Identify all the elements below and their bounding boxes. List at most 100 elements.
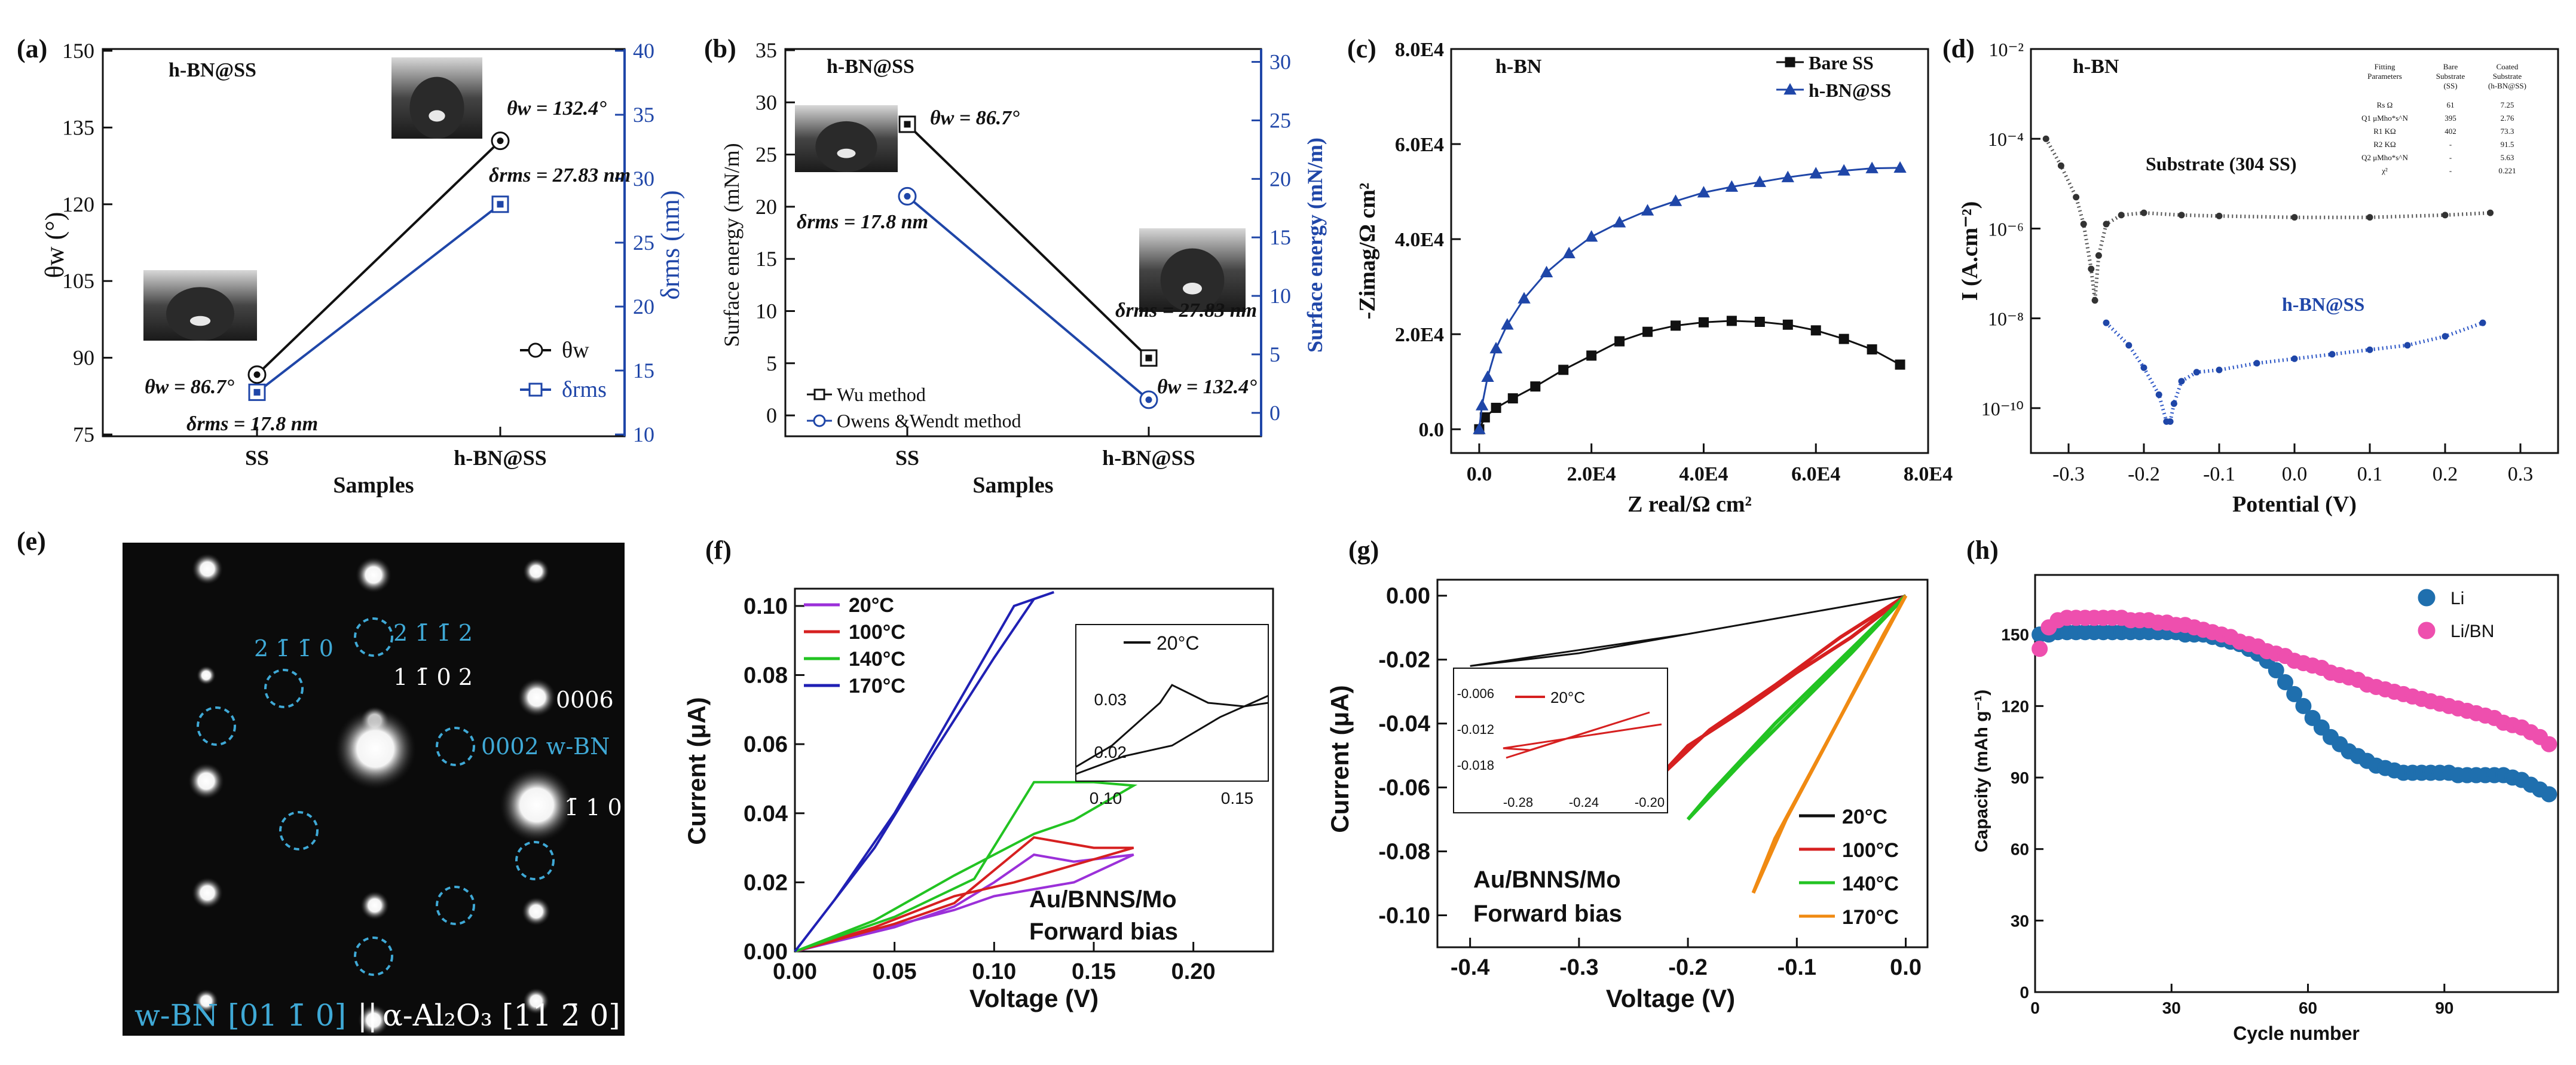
data-point-substrate <box>2080 221 2087 228</box>
diffraction-spot <box>358 1005 389 1036</box>
x-tick-label: -0.2 <box>1668 955 1707 980</box>
x-tick-label: 0.0 <box>1890 955 1922 980</box>
data-point-hbn <box>2155 391 2162 398</box>
data-point-substrate <box>2487 209 2494 216</box>
table-cell: Q2 μMho*s^N <box>2361 153 2408 162</box>
data-point-hbn <box>1475 399 1489 411</box>
inset-series-line <box>1075 694 1269 775</box>
data-point-substrate <box>2103 221 2110 228</box>
x-tick-label: -0.4 <box>1451 955 1489 980</box>
diffraction-spot <box>523 988 549 1014</box>
dashed-spot-ring <box>279 811 319 850</box>
legend-marker-hbn <box>1783 82 1797 95</box>
inset-legend-label: 20°C <box>1550 688 1585 706</box>
x-axis-label: Voltage (V) <box>969 984 1099 1012</box>
data-point-theta-center <box>497 137 504 145</box>
table-header: Fitting <box>2375 62 2396 71</box>
droplet-hbn <box>391 57 482 139</box>
panel-b: (b) h-BN@SS 0 5 10 15 20 25 30 35 0 5 10 15 20 25 30 SS h-… <box>704 34 1327 498</box>
data-point-hbn <box>1837 164 1850 176</box>
inner-title: h-BN <box>1495 56 1542 78</box>
table-cell: - <box>2449 140 2452 149</box>
droplet-shape <box>1160 248 1225 312</box>
data-point-hbn <box>1585 230 1598 242</box>
series-line-4 <box>794 590 1054 953</box>
inset-f: 20°C 0.03 0.02 0.10 0.15 <box>1075 624 1269 807</box>
data-point-hbn <box>1865 161 1879 173</box>
y-tick-label: 35 <box>755 38 777 62</box>
table-header: (SS) <box>2443 81 2457 90</box>
y2-tick-label: 10 <box>1269 284 1291 308</box>
table-header: Coated <box>2497 62 2519 71</box>
panel-label: (e) <box>17 527 46 556</box>
data-point-bare <box>1782 319 1793 330</box>
table-header: Substrate <box>2436 72 2465 81</box>
y2-tick-label: 15 <box>633 359 654 382</box>
table-cell: 0.221 <box>2498 166 2516 175</box>
droplet-ss <box>795 105 898 172</box>
table-cell: χ² <box>2381 166 2388 175</box>
y2-tick-label: 25 <box>633 231 654 255</box>
annotation-theta-ss: θw = 86.7° <box>930 107 1020 129</box>
y2-tick-label: 10 <box>633 423 654 446</box>
data-point-bare <box>1754 316 1765 327</box>
table-cell: - <box>2449 166 2452 175</box>
droplet-highlight <box>189 316 211 326</box>
inset-x-tick-label: -0.24 <box>1569 795 1599 810</box>
y-tick-label: 60 <box>2011 840 2029 859</box>
x-tick-label: 0.10 <box>972 959 1016 984</box>
x-tick-label: 0.05 <box>873 959 917 984</box>
table-cell: R2 KΩ <box>2373 140 2396 149</box>
y-axis-label: Current (μA) <box>683 697 711 844</box>
x-tick-label: 0.3 <box>2508 463 2534 485</box>
data-point-li <box>2541 786 2557 803</box>
annotation-theta-hbn: θw = 132.4° <box>1157 376 1257 398</box>
data-point-substrate <box>2118 212 2125 219</box>
data-point-hbn <box>2193 369 2200 376</box>
x-axis-label: Potential (V) <box>2232 492 2357 517</box>
inset-y-tick-label: -0.006 <box>1457 686 1494 701</box>
y2-tick-label: 40 <box>633 39 654 63</box>
series-line-2 <box>794 836 1134 953</box>
diffraction-spot <box>500 768 574 842</box>
x-tick-label: 6.0E4 <box>1791 463 1840 485</box>
x-tick-label: 0 <box>2030 999 2040 1017</box>
data-point-hbn <box>1473 423 1486 434</box>
x-tick-label: -0.3 <box>2052 463 2085 485</box>
inner-title: h-BN@SS <box>169 59 256 81</box>
data-point-substrate <box>2291 214 2298 221</box>
inset-legend-label: 20°C <box>1157 632 1200 654</box>
y-tick-label: 2.0E4 <box>1395 324 1444 346</box>
annotation-device: Au/BNNS/Mo <box>1029 886 1177 913</box>
spot-label: 2 1̄ 1̄ 2 <box>393 620 473 646</box>
y-axis-label: Surface energy (mN/m) <box>720 143 744 347</box>
legend-label-wu: Wu method <box>837 384 926 405</box>
annotation-theta-hbn: θw = 132.4° <box>507 97 607 120</box>
panel-f: (f) 0.00 0.05 0.10 0.15 0.20 0.00 0.02 0.04 0.06 0… <box>683 535 1274 1012</box>
x-tick-label: 2.0E4 <box>1567 463 1616 485</box>
data-point-owens-center <box>904 192 911 200</box>
fitting-table: FittingParametersBareSubstrate(SS)Coated… <box>2361 62 2526 175</box>
data-point-hbn <box>2253 360 2260 367</box>
legend-label-bare: Bare SS <box>1809 52 1874 74</box>
y-tick-label: 20 <box>755 195 777 219</box>
y-tick-label: -0.10 <box>1378 904 1430 929</box>
data-point-wu-center <box>1145 354 1152 362</box>
droplet-hbn <box>1139 228 1246 312</box>
x-axis-label: Cycle number <box>2233 1023 2360 1044</box>
table-cell: Q1 μMho*s^N <box>2361 114 2408 123</box>
y-tick-label: 5 <box>766 351 777 375</box>
inset-y-tick-label: 0.02 <box>1094 743 1127 761</box>
x-tick-label: h-BN@SS <box>454 446 547 470</box>
diffraction-spot <box>197 666 216 685</box>
x-tick-label: 90 <box>2435 999 2453 1017</box>
y-tick-label: 0.00 <box>1386 584 1430 609</box>
data-point-hbn <box>1725 180 1739 192</box>
dashed-spot-ring <box>354 937 393 976</box>
inner-title: h-BN@SS <box>827 56 914 78</box>
dashed-spot-ring <box>436 886 475 925</box>
data-point-substrate <box>2442 212 2449 219</box>
inset-series-line <box>1075 684 1269 768</box>
y-axis-label: θw (°) <box>40 212 69 279</box>
annotation-drms-ss: δrms = 17.8 nm <box>186 413 318 435</box>
